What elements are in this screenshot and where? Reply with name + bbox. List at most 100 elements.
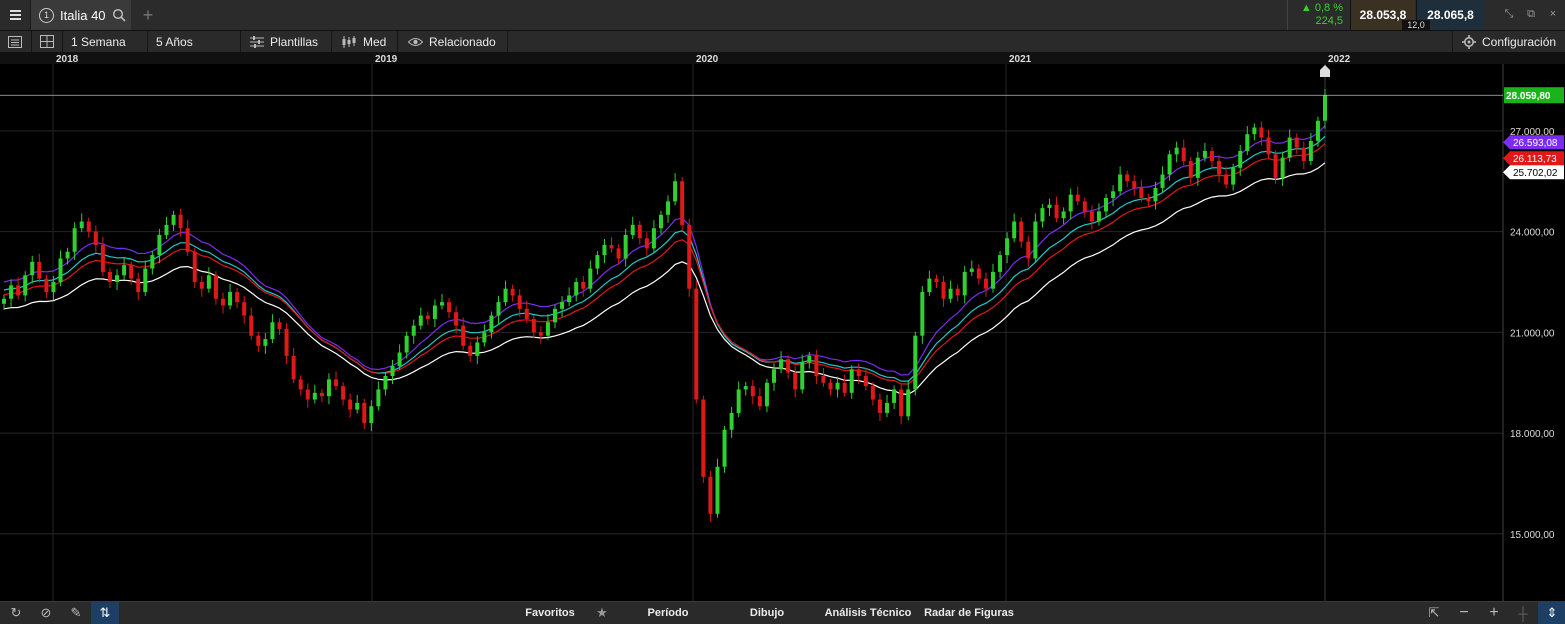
related-button[interactable]: Relacionado	[408, 31, 496, 52]
candle-body	[920, 292, 925, 336]
fit-icon[interactable]: ⇱	[1428, 605, 1440, 620]
candle-body	[319, 392, 324, 397]
candle-body	[729, 412, 734, 430]
price-chart[interactable]: 2018 2019 2020 2021 2022 27.000,0024.000,002…	[0, 52, 1565, 601]
candle-body	[9, 285, 14, 299]
list-icon[interactable]	[8, 31, 22, 52]
crosshair-icon[interactable]: ┼	[1518, 605, 1528, 621]
candle-body	[1104, 198, 1109, 212]
y-tick-label: 18.000,00	[1510, 429, 1555, 440]
close-icon[interactable]: ×	[1549, 8, 1557, 20]
candle-body	[524, 308, 529, 319]
menu-button[interactable]	[0, 0, 31, 30]
candle-body	[1089, 211, 1094, 222]
technical-analysis-button[interactable]: Análisis Técnico	[824, 607, 912, 619]
indicator-value-label: 26.113,73	[1513, 154, 1557, 165]
candle-body	[835, 382, 840, 390]
candle-body	[1259, 127, 1264, 138]
average-button[interactable]: Med	[341, 31, 386, 52]
candle-body	[51, 281, 56, 293]
drawing-button[interactable]: Dibujo	[749, 607, 785, 619]
candle-body	[157, 234, 162, 256]
candle-body	[736, 389, 741, 413]
layout-icon[interactable]	[40, 31, 54, 52]
candle-body	[1040, 208, 1045, 222]
templates-button[interactable]: Plantillas	[250, 31, 318, 52]
star-icon[interactable]: ★	[596, 605, 608, 620]
candle-body	[786, 359, 791, 373]
candle-body	[291, 355, 296, 380]
candle-body	[771, 369, 776, 383]
candle-body	[892, 389, 897, 403]
candle-body	[701, 399, 706, 477]
settings-button[interactable]: Configuración	[1462, 31, 1556, 52]
buy-button[interactable]: 28.065,8	[1416, 0, 1484, 30]
candle-body	[1068, 194, 1073, 212]
patterns-radar-button[interactable]: Radar de Figuras	[924, 607, 1014, 619]
sort-icon[interactable]: ⇅	[91, 602, 119, 624]
indicator-badge	[1503, 135, 1564, 150]
cancel-icon[interactable]: ⊘	[40, 605, 52, 620]
candle-body	[510, 288, 515, 296]
candle-body	[1026, 241, 1031, 259]
candle-body	[298, 379, 303, 390]
x-tick-label: 2018	[56, 54, 79, 65]
change-absolute: 224,5	[1315, 15, 1343, 27]
shrink-icon[interactable]: ⤡	[1504, 8, 1514, 20]
candle-body	[1167, 154, 1172, 175]
last-bar-marker-icon	[1320, 65, 1330, 77]
plus-icon[interactable]: +	[142, 4, 154, 25]
candle-body	[998, 255, 1003, 272]
average-label: Med	[363, 34, 387, 49]
candle-body	[185, 228, 190, 252]
indicator-badge	[1503, 151, 1564, 166]
tab-number-badge: 1	[39, 7, 54, 23]
candle-body	[143, 268, 148, 293]
candle-body	[263, 339, 268, 346]
popout-icon[interactable]: ⧉	[1527, 8, 1535, 20]
range-selector[interactable]: 5 Años	[156, 34, 193, 49]
candle-body	[567, 295, 572, 303]
y-tick-label: 21.000,00	[1510, 328, 1555, 339]
minimize-icon[interactable]: ⇕	[1538, 602, 1565, 624]
candle-body	[1146, 198, 1151, 202]
interval-selector[interactable]: 1 Semana	[71, 34, 126, 49]
search-icon[interactable]	[112, 8, 126, 22]
candle-body	[1287, 137, 1292, 158]
candle-body	[122, 265, 127, 276]
candle-body	[334, 379, 339, 387]
candle-body	[842, 382, 847, 393]
candle-body	[814, 355, 819, 377]
templates-label: Plantillas	[270, 34, 319, 49]
candle-body	[30, 261, 35, 276]
zoom-in-icon[interactable]: +	[1489, 604, 1499, 621]
y-axis: 27.000,00 24.000,00 21.000,00 18.000,00 15.0…	[0, 64, 1564, 601]
menu-icon	[9, 14, 21, 16]
zoom-out-icon[interactable]: −	[1459, 604, 1469, 621]
candle-body	[538, 332, 543, 336]
candle-body	[503, 288, 508, 303]
candle-body	[1252, 127, 1257, 135]
favorites-button[interactable]: Favoritos	[525, 607, 575, 619]
y-tick-label: 15.000,00	[1510, 530, 1555, 541]
candle-body	[934, 278, 939, 282]
ma-white-line	[3, 162, 1326, 396]
instrument-name: Italia 40	[60, 7, 106, 23]
candle-body	[1139, 187, 1144, 198]
candle-body	[454, 312, 459, 326]
candle-body	[178, 214, 183, 229]
candle-body	[115, 275, 120, 282]
candle-body	[447, 302, 452, 313]
candle-body	[969, 268, 974, 272]
instrument-tab[interactable]: 1 Italia 40	[31, 0, 131, 30]
candle-body	[941, 281, 946, 299]
pencil-icon[interactable]: ✎	[70, 605, 82, 620]
x-tick-label: 2019	[375, 54, 398, 65]
candle-body	[609, 245, 614, 249]
candle-body	[1019, 221, 1024, 242]
candle-body	[58, 258, 63, 282]
candle-body	[249, 315, 254, 336]
reset-icon[interactable]: ↻	[10, 605, 22, 620]
candle-body	[553, 308, 558, 323]
period-button[interactable]: Período	[647, 607, 689, 619]
